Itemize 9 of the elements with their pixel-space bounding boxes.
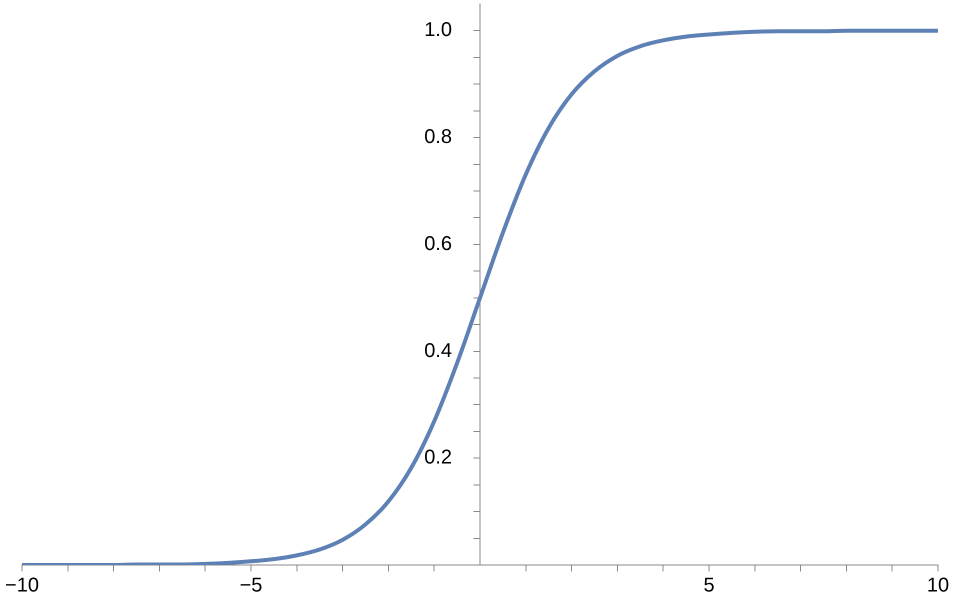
x-tick-label: −10 [5,574,39,597]
x-tick-label: 5 [703,574,715,597]
y-tick-label: 0.2 [424,446,452,469]
x-tick-label: −5 [240,574,262,597]
y-tick-label: 0.8 [424,126,452,148]
y-tick-label: 1.0 [424,19,452,42]
y-tick-label: 0.4 [424,340,452,362]
y-tick-label: 0.6 [424,232,452,255]
x-tick-label: 10 [926,574,950,597]
